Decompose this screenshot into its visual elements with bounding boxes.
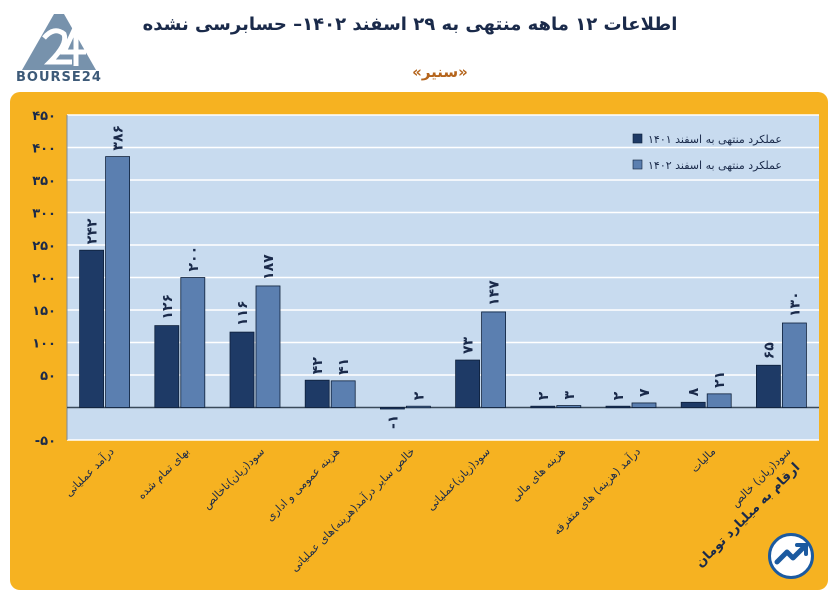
logo-text: BOURSE24 (16, 70, 102, 85)
bar-1401 (680, 401, 706, 408)
y-tick-label: ۲۵۰ (32, 239, 56, 254)
bar-1401 (605, 405, 631, 409)
data-label: ۲۰۰ (186, 246, 202, 272)
y-tick-label: ۳۰۰ (32, 207, 56, 222)
data-label: ۱۳۰ (787, 291, 803, 317)
x-tick-label: مالیات (688, 445, 718, 475)
bar-1402 (180, 277, 206, 408)
data-label: ۳۸۶ (111, 125, 127, 151)
x-tick-label: خالص سایر درآمد(هزینه)های عملیاتی (287, 444, 417, 574)
x-tick-label: بهای تمام شده (135, 445, 192, 502)
bar-1401 (455, 359, 481, 408)
data-label: ۲۱ (712, 371, 728, 388)
bar-1402 (556, 405, 582, 408)
data-label: ۸ (686, 387, 702, 396)
x-tick-label: هزینه های مالی (509, 445, 568, 504)
legend-label: عملکرد منتهی به اسفند ۱۴۰۲ (648, 159, 782, 172)
y-tick-label: ۱۰۰ (32, 337, 56, 352)
data-label: ۴۱ (336, 358, 352, 375)
bar-1402 (782, 322, 807, 408)
legend-label: عملکرد منتهی به اسفند ۱۴۰۱ (648, 133, 782, 146)
data-label: ۴۲ (310, 357, 326, 375)
data-label: ۱۲۶ (160, 294, 176, 320)
chart-title: اطلاعات ۱۲ ماهه منتهی به ۲۹ اسفند ۱۴۰۲– … (142, 14, 678, 35)
data-label: ۲۴۲ (85, 218, 101, 244)
bar-1401 (154, 325, 180, 408)
data-label: -۱ (385, 415, 401, 429)
bar-1402 (330, 380, 356, 408)
bar-1402 (706, 393, 732, 408)
data-label: ۲ (411, 391, 427, 400)
bar-1402 (405, 405, 431, 409)
data-label: ۷۳ (461, 337, 477, 355)
chart-subtitle: «سنیر» (412, 63, 468, 81)
data-label: ۷ (637, 388, 653, 397)
bourse24-logo (22, 14, 96, 70)
x-tick-label: درآمد عملیاتی (62, 444, 117, 499)
data-label: ۱۴۷ (487, 280, 503, 306)
bar-1401 (229, 331, 255, 408)
bar-1402 (631, 402, 657, 408)
y-tick-label: ۵۰ (40, 369, 56, 384)
x-tick-label: سود(زیان)ناخالص (200, 445, 267, 512)
data-label: ۲ (611, 391, 627, 400)
legend-swatch (632, 133, 643, 144)
bar-1402 (105, 156, 130, 408)
legend-swatch (632, 159, 643, 170)
y-tick-label: ۲۰۰ (32, 272, 56, 287)
data-label: ۳ (562, 391, 578, 400)
bar-1401 (304, 379, 330, 408)
bar-1401 (79, 249, 104, 408)
data-label: ۲ (536, 391, 552, 400)
y-tick-label: ۴۵۰ (32, 109, 56, 124)
y-tick-label: ۱۵۰ (32, 304, 56, 319)
bar-1401 (530, 405, 556, 409)
bar-1401 (756, 364, 781, 408)
y-tick-label: ۳۵۰ (32, 174, 56, 189)
x-tick-label: سود(زیان)عملیاتی (424, 445, 492, 513)
bar-1402 (481, 311, 507, 408)
trend-arrow-icon (768, 533, 814, 579)
data-label: ۶۵ (761, 342, 777, 360)
bar-1402 (255, 285, 281, 408)
data-label: ۱۱۶ (235, 300, 251, 326)
bar-1401 (379, 407, 405, 410)
y-tick-label: ۴۰۰ (32, 142, 56, 157)
y-tick-label: -۵۰ (35, 434, 56, 449)
data-label: ۱۸۷ (261, 254, 277, 280)
x-tick-label: هزینه عمومی و اداری (263, 445, 342, 524)
